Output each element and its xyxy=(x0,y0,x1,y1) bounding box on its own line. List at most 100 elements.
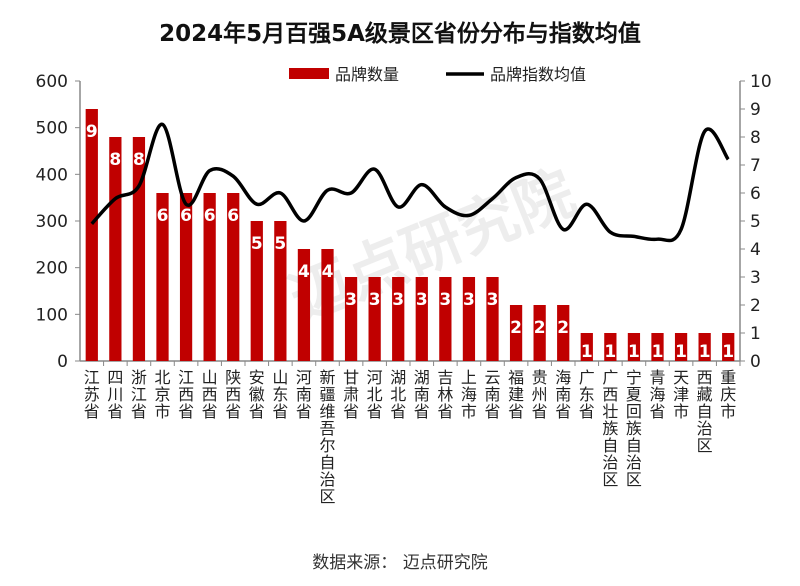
right-tick-label: 2 xyxy=(750,296,761,316)
category-label-char: 省 xyxy=(390,402,406,421)
category-label-char: 治 xyxy=(626,453,642,472)
bar-data-label: 2 xyxy=(534,318,546,338)
category-label-char: 省 xyxy=(508,402,524,421)
category-label-char: 安 xyxy=(249,368,265,387)
category-label-char: 东 xyxy=(272,385,288,404)
right-tick-label: 6 xyxy=(750,184,761,204)
right-tick-label: 4 xyxy=(750,240,761,260)
bar-data-label: 1 xyxy=(628,342,640,362)
bar xyxy=(509,305,523,361)
right-tick-label: 8 xyxy=(750,128,761,148)
category-label-char: 省 xyxy=(343,402,359,421)
chart-title: 2024年5月百强5A级景区省份分布与指数均值 xyxy=(159,21,641,47)
bar-data-label: 8 xyxy=(109,150,121,170)
bar xyxy=(250,221,263,361)
category-label-char: 市 xyxy=(673,402,689,421)
category-label-char: 省 xyxy=(178,402,194,421)
category-label-char: 西 xyxy=(602,385,618,404)
category-label-char: 北 xyxy=(154,368,170,387)
category-label-char: 省 xyxy=(107,402,123,421)
category-label-char: 陕 xyxy=(225,368,241,387)
category-label-char: 海 xyxy=(461,385,477,404)
category-label-char: 浙 xyxy=(131,368,147,387)
category-label-char: 治 xyxy=(697,419,713,438)
category-label-char: 吉 xyxy=(437,368,453,387)
category-label-char: 林 xyxy=(437,385,453,404)
category-label-char: 省 xyxy=(532,402,548,421)
bar-data-label: 4 xyxy=(298,262,310,282)
bar xyxy=(722,333,735,361)
bar-data-label: 1 xyxy=(675,342,687,362)
category-label-char: 江 xyxy=(131,385,147,404)
category-label-char: 回 xyxy=(626,402,642,421)
bar xyxy=(368,277,381,361)
bar-data-label: 2 xyxy=(510,318,522,338)
bar xyxy=(698,333,711,361)
category-label-char: 山 xyxy=(272,368,288,387)
category-label-char: 青 xyxy=(649,368,665,387)
category-label-char: 四 xyxy=(107,368,123,387)
category-label-char: 市 xyxy=(461,402,477,421)
category-label-char: 省 xyxy=(249,402,265,421)
bar xyxy=(415,277,428,361)
category-label-char: 壮 xyxy=(602,402,618,421)
bar xyxy=(132,137,146,361)
bar-data-label: 3 xyxy=(416,290,428,310)
legend-swatch-bar xyxy=(289,68,329,79)
bar-data-label: 3 xyxy=(439,290,451,310)
category-label-char: 河 xyxy=(367,368,383,387)
category-label-char: 河 xyxy=(296,368,312,387)
bar-data-label: 3 xyxy=(463,290,475,310)
category-label-char: 南 xyxy=(414,385,430,404)
index-average-line xyxy=(90,122,730,243)
source-note: 数据来源： 迈点研究院 xyxy=(312,553,488,573)
category-label-char: 治 xyxy=(319,470,335,489)
category-label-char: 西 xyxy=(225,385,241,404)
category-label-char: 庆 xyxy=(720,385,736,404)
bar-data-label: 3 xyxy=(487,290,499,310)
bar xyxy=(227,193,240,361)
left-tick-label: 200 xyxy=(36,259,68,279)
category-label-char: 西 xyxy=(202,385,218,404)
category-label-char: 市 xyxy=(720,402,736,421)
category-label-char: 江 xyxy=(84,368,100,387)
bar-data-label: 1 xyxy=(699,342,711,362)
bar xyxy=(486,277,499,361)
category-label-char: 自 xyxy=(602,436,618,455)
category-label-char: 省 xyxy=(272,402,288,421)
bar xyxy=(533,305,546,361)
category-label-char: 南 xyxy=(296,385,312,404)
category-label-char: 省 xyxy=(649,402,665,421)
bar-data-label: 1 xyxy=(652,342,664,362)
category-label-char: 省 xyxy=(555,402,571,421)
category-label-char: 区 xyxy=(626,470,642,489)
legend-label-bar: 品牌数量 xyxy=(335,65,399,84)
category-label-char: 湖 xyxy=(390,368,406,387)
category-label-char: 州 xyxy=(532,385,548,404)
category-label-char: 南 xyxy=(484,385,500,404)
bar xyxy=(439,277,452,361)
bar-data-label: 6 xyxy=(227,206,239,226)
bar-data-label: 1 xyxy=(581,342,593,362)
category-label-char: 北 xyxy=(390,385,406,404)
category-label-char: 族 xyxy=(602,419,618,438)
bar xyxy=(580,333,593,361)
category-label-char: 新 xyxy=(319,368,335,387)
bar-data-label: 6 xyxy=(157,206,169,226)
bar xyxy=(109,137,122,361)
bar-data-label: 1 xyxy=(722,342,734,362)
right-tick-label: 3 xyxy=(750,268,761,288)
right-tick-label: 9 xyxy=(750,100,761,120)
bar-data-label: 1 xyxy=(604,342,616,362)
category-label-char: 北 xyxy=(367,385,383,404)
category-label-char: 上 xyxy=(461,368,477,387)
category-label-char: 区 xyxy=(602,470,618,489)
bar xyxy=(274,221,287,361)
left-tick-label: 500 xyxy=(36,119,68,139)
category-label-char: 海 xyxy=(555,368,571,387)
category-label-char: 区 xyxy=(697,436,713,455)
category-label-char: 江 xyxy=(178,368,194,387)
category-label-char: 尔 xyxy=(319,436,335,455)
bar-data-label: 2 xyxy=(557,318,569,338)
category-label-char: 南 xyxy=(555,385,571,404)
